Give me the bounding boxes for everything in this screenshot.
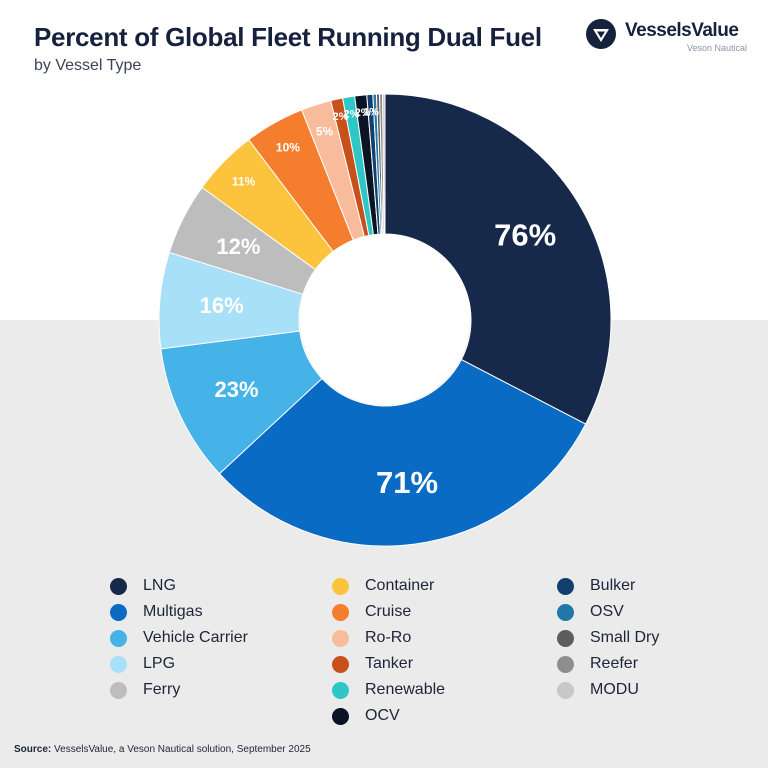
legend-label: Small Dry [590, 629, 660, 646]
data-label-osv: <1% [363, 76, 386, 88]
legend-swatch [332, 707, 349, 725]
legend-item-bulker: Bulker [557, 576, 635, 596]
legend-item-lpg: LPG [110, 654, 175, 674]
legend-swatch [332, 603, 349, 621]
legend-label: OSV [590, 603, 624, 620]
data-label-ferry: 12% [216, 234, 260, 259]
brand-logo: VesselsValue Veson Nautical [585, 16, 755, 60]
legend-label: Bulker [590, 577, 636, 594]
legend: LNG Multigas Vehicle Carrier LPG Ferry Contai… [110, 576, 670, 726]
legend-swatch [332, 655, 349, 673]
legend-swatch [557, 603, 574, 621]
data-label-container: 11% [232, 174, 256, 188]
legend-item-modu: MODU [557, 680, 639, 700]
chart-subtitle: by Vessel Type [34, 57, 142, 74]
legend-label: Ferry [143, 681, 181, 698]
source-label: Source: [14, 744, 52, 755]
legend-swatch [110, 577, 127, 595]
legend-swatch [332, 681, 349, 699]
legend-label: Cruise [365, 603, 412, 620]
data-label-vehicle-carrier: 23% [214, 377, 258, 402]
data-label-lpg: 16% [200, 293, 244, 318]
legend-swatch [332, 629, 349, 647]
logo-tagline: Veson Nautical [687, 43, 748, 53]
legend-swatch [557, 655, 574, 673]
legend-swatch [557, 629, 574, 647]
data-label-renewable: 2% [344, 109, 360, 121]
data-label-lng: 76% [494, 217, 556, 252]
legend-item-ocv: OCV [332, 706, 400, 726]
data-label-ro-ro: 5% [316, 124, 334, 138]
legend-item-small-dry: Small Dry [557, 628, 659, 648]
data-label-multigas: 71% [376, 465, 438, 500]
legend-label: Vehicle Carrier [143, 629, 248, 646]
donut-labels: 76%71%23%16%12%11%10%5%2%2%2%1%<1% [200, 76, 557, 500]
legend-item-lng: LNG [110, 576, 176, 596]
data-label-bulker: 1% [363, 106, 379, 118]
data-label-tanker: 2% [333, 111, 349, 123]
legend-swatch [110, 603, 127, 621]
legend-label: LNG [143, 577, 176, 594]
legend-swatch [110, 655, 127, 673]
legend-item-vehicle-carrier: Vehicle Carrier [110, 628, 248, 648]
chart-title: Percent of Global Fleet Running Dual Fue… [34, 22, 542, 52]
data-label-ocv: 2% [355, 107, 371, 119]
legend-item-multigas: Multigas [110, 602, 203, 622]
legend-item-ferry: Ferry [110, 680, 180, 700]
legend-item-reefer: Reefer [557, 654, 638, 674]
legend-label: Tanker [365, 655, 414, 672]
legend-label: Container [365, 577, 435, 594]
legend-item-renewable: Renewable [332, 680, 445, 700]
logo-name: VesselsValue [625, 20, 739, 41]
legend-label: Renewable [365, 681, 446, 698]
legend-label: MODU [590, 681, 639, 698]
source-text: VesselsValue, a Veson Nautical solution,… [51, 744, 311, 755]
legend-label: Ro-Ro [365, 629, 412, 646]
source-note: Source: VesselsValue, a Veson Nautical s… [14, 744, 311, 755]
legend-swatch [110, 629, 127, 647]
legend-item-osv: OSV [557, 602, 624, 622]
legend-label: Reefer [590, 655, 639, 672]
legend-label: Multigas [143, 603, 203, 620]
legend-swatch [332, 577, 349, 595]
logo-mark-icon [586, 19, 616, 49]
slice-lng [384, 93, 612, 425]
slice-vehicle-carrier [160, 330, 323, 475]
donut-slices [158, 93, 612, 547]
legend-swatch [557, 577, 574, 595]
legend-label: OCV [365, 707, 400, 724]
legend-swatch [557, 681, 574, 699]
legend-item-ro-ro: Ro-Ro [332, 628, 411, 648]
legend-item-container: Container [332, 576, 434, 596]
legend-swatch [110, 681, 127, 699]
legend-item-cruise: Cruise [332, 602, 411, 622]
slice-modu [382, 93, 386, 235]
legend-label: LPG [143, 655, 176, 672]
slice-multigas [218, 358, 587, 547]
donut-hole [300, 235, 470, 405]
legend-item-tanker: Tanker [332, 654, 413, 674]
data-label-cruise: 10% [276, 140, 300, 154]
